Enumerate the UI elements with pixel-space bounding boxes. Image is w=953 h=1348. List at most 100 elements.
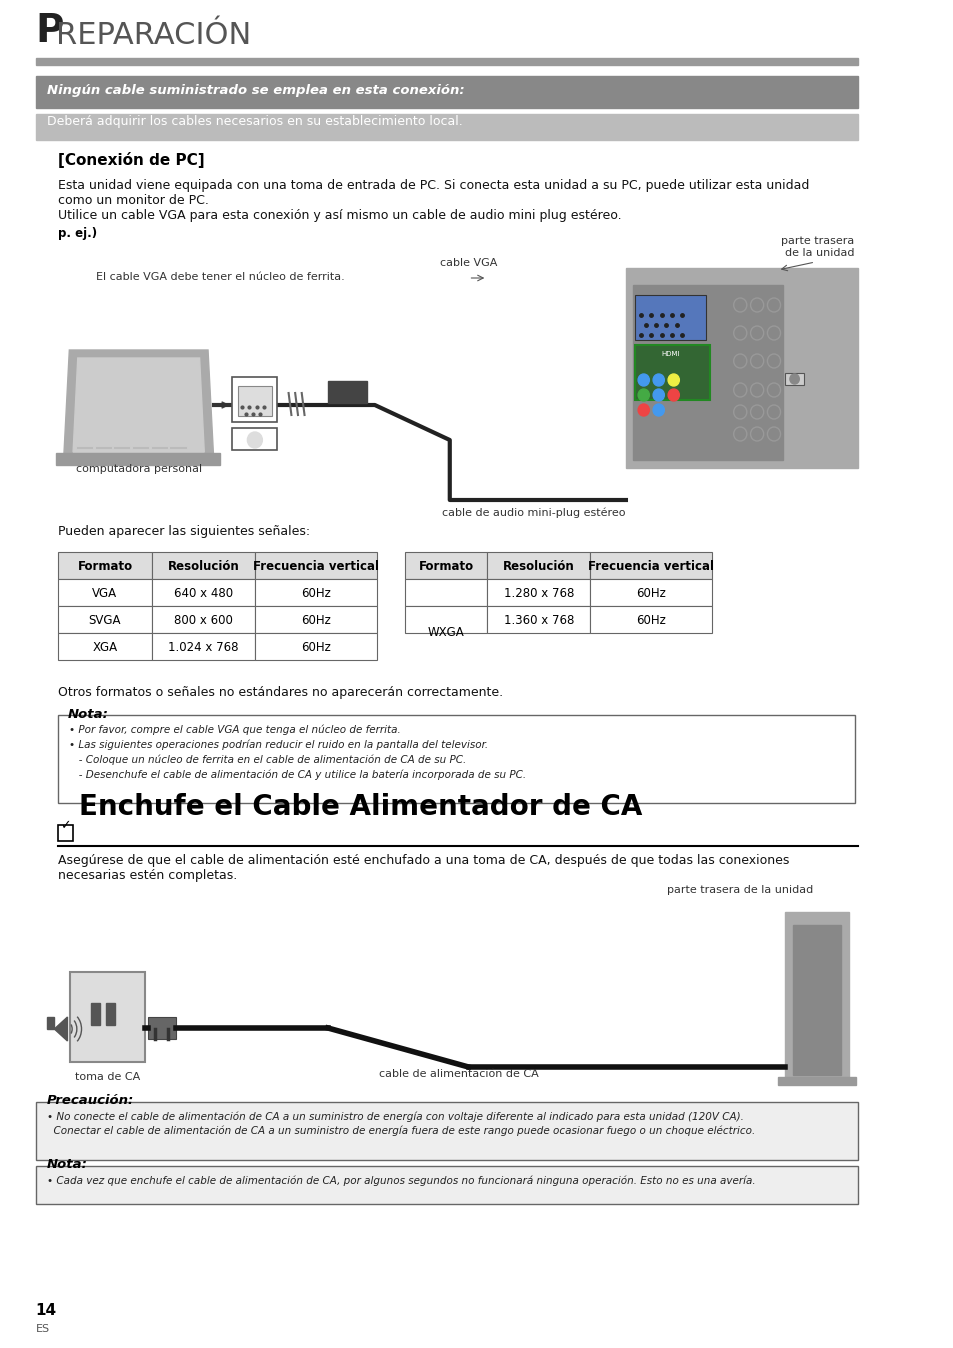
Text: HDMI: HDMI — [661, 350, 679, 357]
Circle shape — [638, 390, 649, 400]
Text: 60Hz: 60Hz — [636, 586, 665, 600]
Text: • No conecte el cable de alimentación de CA a un suministro de energía con volta: • No conecte el cable de alimentación de… — [47, 1112, 743, 1122]
Bar — [625, 268, 858, 468]
Text: 1.024 x 768: 1.024 x 768 — [168, 642, 238, 654]
Text: - Desenchufe el cable de alimentación de CA y utilice la batería incorporada de : - Desenchufe el cable de alimentación de… — [70, 770, 526, 780]
Text: P: P — [35, 12, 64, 50]
Text: Conectar el cable de alimentación de CA a un suministro de energía fuera de este: Conectar el cable de alimentación de CA … — [47, 1126, 755, 1136]
Text: • Las siguientes operaciones podrían reducir el ruido en la pantalla del televis: • Las siguientes operaciones podrían red… — [70, 740, 488, 749]
Bar — [254, 607, 376, 634]
Polygon shape — [64, 350, 213, 458]
Bar — [152, 607, 254, 634]
Polygon shape — [54, 1016, 68, 1041]
Text: como un monitor de PC.: como un monitor de PC. — [58, 194, 209, 208]
Text: Deberá adquirir los cables necesarios en su establecimiento local.: Deberá adquirir los cables necesarios en… — [47, 115, 462, 128]
Text: 1.360 x 768: 1.360 x 768 — [503, 613, 574, 627]
Bar — [487, 551, 590, 580]
Text: Utilice un cable VGA para esta conexión y así mismo un cable de audio mini plug : Utilice un cable VGA para esta conexión … — [58, 209, 621, 222]
Bar — [784, 373, 803, 386]
Circle shape — [653, 404, 663, 417]
Text: 1.280 x 768: 1.280 x 768 — [503, 586, 574, 600]
Bar — [106, 1003, 115, 1024]
Bar — [590, 551, 711, 580]
Text: 60Hz: 60Hz — [636, 613, 665, 627]
Bar — [152, 580, 254, 607]
Bar — [254, 634, 376, 661]
Text: Nota:: Nota: — [47, 1158, 88, 1171]
Bar — [633, 284, 782, 460]
Bar — [35, 1166, 858, 1204]
Bar — [58, 551, 152, 580]
Text: Formato: Formato — [418, 559, 473, 573]
Bar — [56, 453, 220, 465]
Text: - Coloque un núcleo de ferrita en el cable de alimentación de CA de su PC.: - Coloque un núcleo de ferrita en el cab… — [70, 755, 466, 766]
Bar — [635, 345, 710, 400]
Bar — [152, 551, 254, 580]
Bar — [47, 1016, 54, 1029]
Bar — [487, 580, 590, 607]
Text: Ningún cable suministrado se emplea en esta conexión:: Ningún cable suministrado se emplea en e… — [47, 84, 464, 97]
Text: 14: 14 — [35, 1304, 56, 1318]
Text: 800 x 600: 800 x 600 — [173, 613, 233, 627]
Circle shape — [638, 373, 649, 386]
Text: WXGA: WXGA — [427, 627, 464, 639]
Text: Esta unidad viene equipada con una toma de entrada de PC. Si conecta esta unidad: Esta unidad viene equipada con una toma … — [58, 179, 809, 191]
Text: • Por favor, compre el cable VGA que tenga el núcleo de ferrita.: • Por favor, compre el cable VGA que ten… — [70, 724, 400, 735]
Text: ✓: ✓ — [60, 820, 71, 832]
Text: ES: ES — [35, 1324, 50, 1335]
Text: cable VGA: cable VGA — [439, 257, 497, 268]
Bar — [71, 972, 145, 1062]
Bar — [635, 345, 705, 365]
Bar — [58, 580, 152, 607]
Text: REPARACIÓN: REPARACIÓN — [56, 22, 252, 50]
Text: Precaución:: Precaución: — [47, 1095, 134, 1107]
Bar — [777, 1077, 856, 1085]
Circle shape — [653, 373, 663, 386]
Text: Nota:: Nota: — [68, 708, 109, 721]
Text: computadora personal: computadora personal — [75, 464, 201, 474]
Bar — [404, 580, 487, 607]
Text: 60Hz: 60Hz — [300, 586, 331, 600]
Bar — [792, 925, 841, 1074]
Text: cable de audio mini-plug estéreo: cable de audio mini-plug estéreo — [442, 507, 625, 518]
Text: Resolución: Resolución — [168, 559, 239, 573]
Bar — [254, 580, 376, 607]
Text: [Conexión de PC]: [Conexión de PC] — [58, 152, 205, 168]
Text: SVGA: SVGA — [89, 613, 121, 627]
Text: Resolución: Resolución — [502, 559, 574, 573]
Text: XGA: XGA — [92, 642, 117, 654]
Bar — [35, 58, 858, 65]
Bar — [91, 1003, 100, 1024]
Text: cable de alimentación de CA: cable de alimentación de CA — [379, 1069, 538, 1078]
Bar — [58, 714, 854, 803]
Text: parte trasera de la unidad: parte trasera de la unidad — [666, 886, 813, 895]
Bar — [254, 551, 376, 580]
Bar — [237, 386, 272, 417]
Bar — [58, 607, 152, 634]
Text: 60Hz: 60Hz — [300, 613, 331, 627]
Text: • Cada vez que enchufe el cable de alimentación de CA, por algunos segundos no f: • Cada vez que enchufe el cable de alime… — [47, 1175, 755, 1186]
Bar — [35, 1103, 858, 1161]
Bar — [58, 825, 73, 841]
Text: Otros formatos o señales no estándares no aparecerán correctamente.: Otros formatos o señales no estándares n… — [58, 686, 502, 700]
Text: El cable VGA debe tener el núcleo de ferrita.: El cable VGA debe tener el núcleo de fer… — [95, 272, 344, 282]
Bar — [233, 429, 277, 450]
Bar — [35, 115, 858, 140]
Text: p. ej.): p. ej.) — [58, 226, 97, 240]
Text: 60Hz: 60Hz — [300, 642, 331, 654]
Text: 640 x 480: 640 x 480 — [173, 586, 233, 600]
Circle shape — [667, 373, 679, 386]
Circle shape — [789, 373, 799, 384]
Bar — [148, 1016, 176, 1039]
Circle shape — [247, 431, 262, 448]
Text: Formato: Formato — [77, 559, 132, 573]
Circle shape — [638, 404, 649, 417]
Text: VGA: VGA — [92, 586, 117, 600]
Text: Enchufe el Cable Alimentador de CA: Enchufe el Cable Alimentador de CA — [79, 793, 641, 821]
Bar — [590, 607, 711, 634]
Bar — [35, 75, 858, 108]
Bar — [635, 295, 705, 340]
Bar — [152, 634, 254, 661]
Bar — [590, 580, 711, 607]
Bar — [784, 913, 848, 1082]
